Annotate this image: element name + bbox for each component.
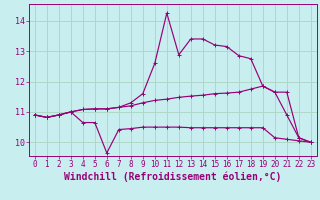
X-axis label: Windchill (Refroidissement éolien,°C): Windchill (Refroidissement éolien,°C): [64, 172, 282, 182]
